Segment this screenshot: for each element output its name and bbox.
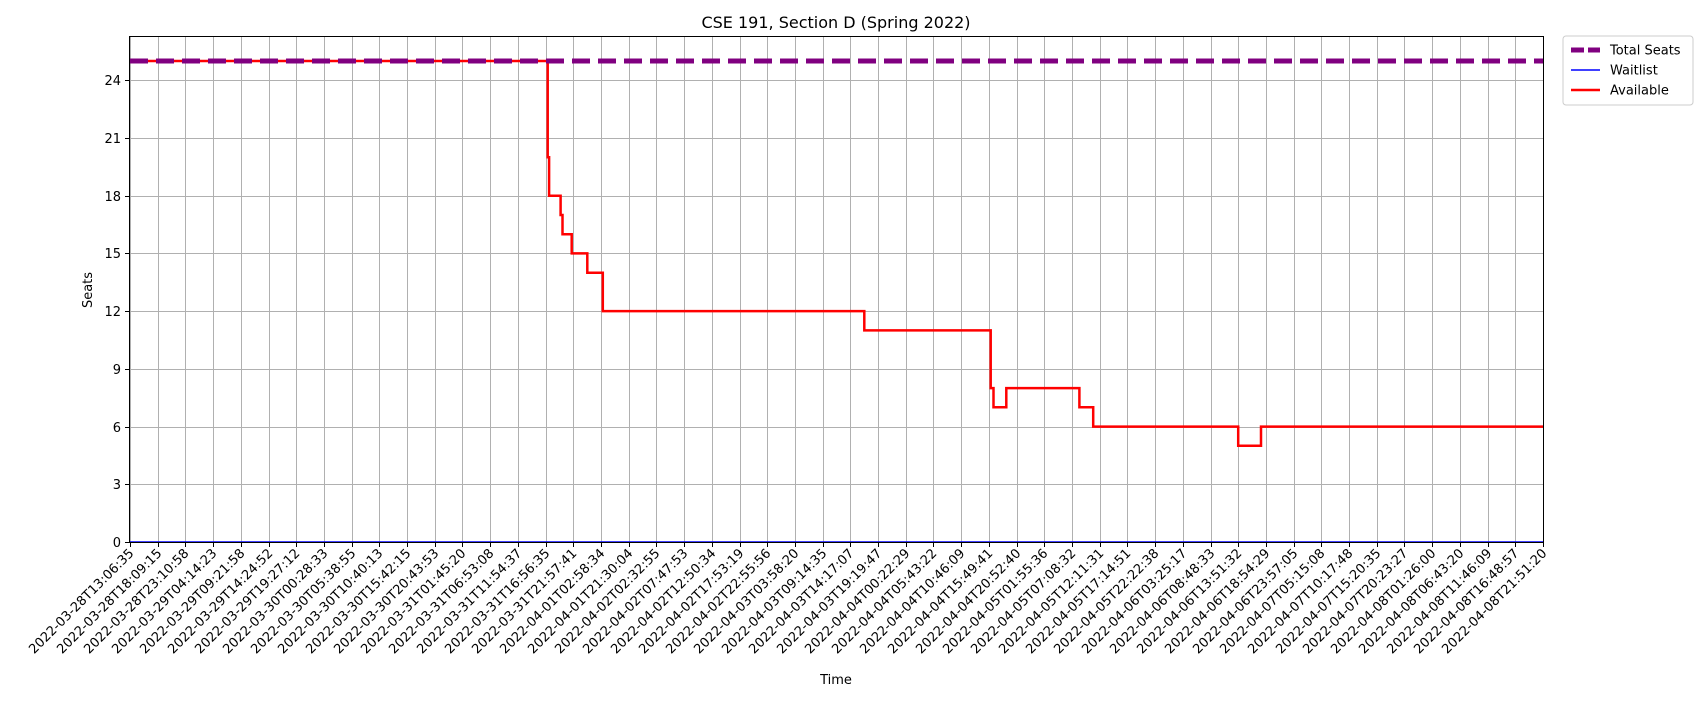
- x-axis: 2022-03-28T13:06:352022-03-28T18:09:1520…: [26, 542, 1550, 657]
- legend-frame: [1562, 35, 1694, 106]
- x-axis-label: Time: [819, 673, 852, 688]
- y-tick-label: 3: [113, 478, 121, 493]
- y-tick-label: 24: [104, 74, 121, 89]
- plot-frame: [129, 36, 1544, 543]
- y-axis-label: Seats: [81, 272, 96, 308]
- y-axis: 0 3 6 9 12 15 18 21 24: [104, 74, 130, 551]
- y-tick-label: 18: [104, 190, 121, 205]
- chart-title: CSE 191, Section D (Spring 2022): [701, 13, 970, 32]
- y-tick-label: 12: [104, 305, 121, 320]
- y-tick-label: 6: [113, 421, 121, 436]
- series-line-available: [130, 59, 1543, 448]
- legend: Total Seats Waitlist Available: [1562, 35, 1694, 106]
- grid: [130, 37, 1544, 543]
- y-tick-label: 15: [104, 247, 121, 262]
- legend-label: Total Seats: [1609, 44, 1681, 59]
- legend-label: Available: [1610, 84, 1669, 99]
- series-layer: [130, 58, 1543, 543]
- legend-label: Waitlist: [1610, 64, 1658, 79]
- y-tick-label: 21: [104, 132, 121, 147]
- y-tick-label: 0: [113, 536, 121, 551]
- y-tick-label: 9: [113, 363, 121, 378]
